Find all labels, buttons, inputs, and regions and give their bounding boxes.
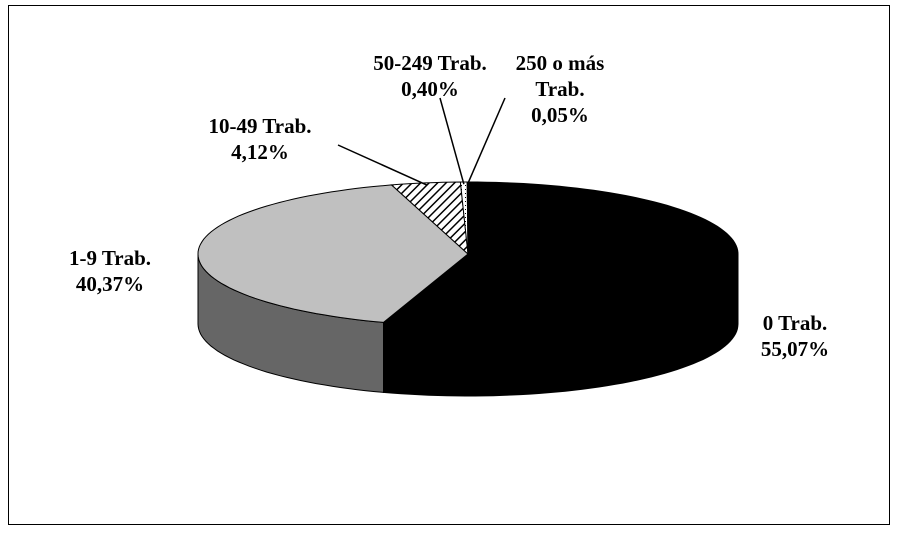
value-label: 55,07% [760, 337, 830, 361]
value-label: 0,05% [531, 103, 589, 127]
leader-line [466, 97, 506, 185]
leader-line [337, 144, 428, 186]
leader-line [439, 97, 465, 185]
value-label: 4,12% [231, 140, 289, 164]
category-label: 50-249 Trab. [373, 51, 487, 75]
category-label: 0 Trab. [762, 311, 828, 335]
data-label: 50-249 Trab. 0,40% [345, 50, 515, 102]
data-label: 250 o más Trab. 0,05% [505, 50, 615, 128]
slice [382, 181, 739, 327]
category-label: 250 o más Trab. [515, 51, 605, 101]
category-label: 1-9 Trab. [68, 246, 152, 270]
chart-frame [8, 5, 890, 525]
data-label: 1-9 Trab. 40,37% [40, 245, 180, 297]
data-label: 0 Trab. 55,07% [740, 310, 850, 362]
category-label: 10-49 Trab. [208, 114, 312, 138]
value-label: 0,40% [401, 77, 459, 101]
slice [466, 181, 469, 255]
value-label: 40,37% [75, 272, 145, 296]
slice [390, 181, 469, 256]
data-label: 10-49 Trab. 4,12% [185, 113, 335, 165]
slice [197, 184, 469, 323]
